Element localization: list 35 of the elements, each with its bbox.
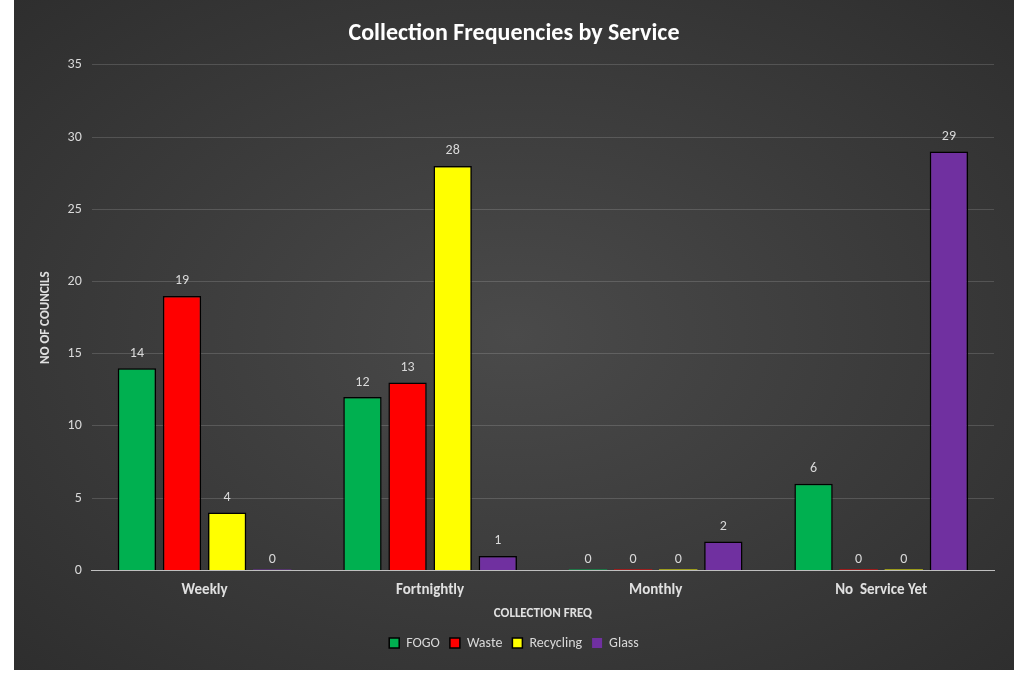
y-axis-title: NO OF COUNCILS [37,271,53,364]
x-tick-label: No Service Yet [835,580,928,599]
data-label: 0 [584,549,592,567]
data-label: 4 [223,488,231,506]
data-label: 14 [129,343,144,361]
data-label: 13 [400,358,415,376]
data-label: 12 [355,372,370,390]
data-label: 0 [900,549,908,567]
legend-label: Recycling [529,633,583,651]
chart-title: Collection Frequencies by Service [348,17,680,47]
data-label: 6 [810,459,818,477]
x-tick-label: Weekly [181,580,229,599]
data-label: 19 [174,271,190,289]
data-label: 0 [629,549,637,567]
legend-label: Glass [609,633,639,651]
data-label: 2 [719,517,727,535]
data-label: 0 [674,549,682,567]
y-tick-label: 0 [74,560,82,578]
y-tick-label: 20 [67,271,82,289]
data-label: 1 [494,531,502,549]
y-tick-label: 25 [67,199,82,217]
data-label: 29 [941,126,956,144]
legend-label: Waste [466,633,503,651]
data-label: 0 [855,549,863,567]
y-tick-label: 15 [67,344,82,362]
x-axis-title: COLLECTION FREQ [493,605,594,621]
x-tick-label: Monthly [629,580,684,599]
y-tick-label: 35 [67,55,82,73]
legend-label: FOGO [406,633,440,651]
y-tick-label: 5 [74,488,82,506]
x-tick-label: Fortnightly [396,580,466,599]
data-label: 0 [268,549,276,567]
data-label: 28 [445,141,460,159]
y-tick-label: 30 [67,127,82,145]
y-tick-label: 10 [67,416,82,434]
